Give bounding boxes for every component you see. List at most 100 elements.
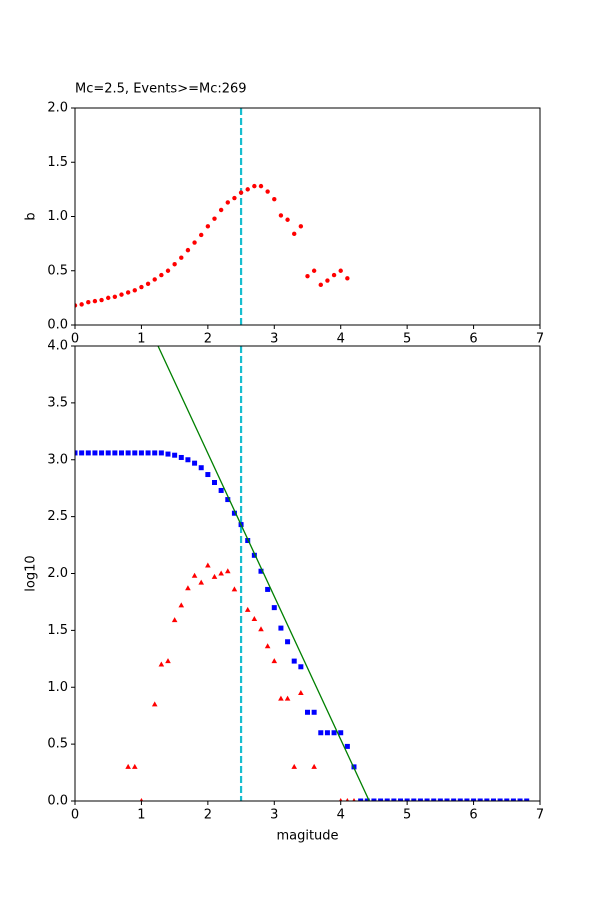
point <box>105 450 111 456</box>
x-tick-label: 2 <box>204 808 212 823</box>
point <box>345 798 350 801</box>
point <box>172 452 178 458</box>
x-tick-label: 1 <box>137 808 145 823</box>
point <box>338 268 343 273</box>
point <box>199 232 204 238</box>
y-tick-label: 4.0 <box>47 339 68 354</box>
point <box>125 290 131 295</box>
x-tick-label: 3 <box>270 808 278 823</box>
point <box>224 568 231 574</box>
x-tick-label: 0 <box>71 808 79 823</box>
point <box>311 268 317 273</box>
point <box>198 465 204 471</box>
point <box>131 763 138 769</box>
point <box>205 472 211 478</box>
plot-area <box>75 108 540 325</box>
point <box>404 798 410 801</box>
point <box>258 568 264 574</box>
x-axis-label: magitude <box>276 829 338 844</box>
point <box>244 606 251 612</box>
point <box>378 798 384 801</box>
point <box>331 272 337 278</box>
point <box>431 798 437 801</box>
y-tick-label: 0.0 <box>47 318 68 333</box>
point <box>264 643 271 649</box>
x-tick-label: 6 <box>469 332 477 347</box>
point <box>311 763 317 769</box>
point <box>245 187 250 192</box>
point <box>471 798 477 801</box>
point <box>284 695 291 701</box>
point <box>205 224 211 229</box>
point <box>85 450 91 456</box>
point <box>285 639 291 645</box>
y-axis-label: b <box>24 212 39 220</box>
point <box>278 695 284 701</box>
point <box>139 798 144 801</box>
point <box>391 798 397 801</box>
point <box>178 602 185 608</box>
point <box>272 196 277 202</box>
point <box>298 224 304 229</box>
point <box>212 480 217 485</box>
point <box>424 798 430 801</box>
point <box>305 709 310 715</box>
point <box>179 255 184 260</box>
point <box>344 743 350 749</box>
point <box>305 273 310 279</box>
point <box>265 586 271 592</box>
point <box>99 297 104 303</box>
point <box>185 247 191 253</box>
point <box>311 709 317 715</box>
point <box>417 798 423 801</box>
point <box>464 798 470 801</box>
plot <box>75 346 530 801</box>
fit-line <box>157 346 370 801</box>
point <box>338 730 344 736</box>
point <box>318 282 323 288</box>
point <box>457 798 463 801</box>
axes-frame <box>74 345 541 802</box>
x-tick-label: 0 <box>71 332 79 347</box>
x-tick-label: 5 <box>403 808 411 823</box>
y-tick-label: 2.5 <box>47 509 68 524</box>
point <box>504 798 510 801</box>
plot-area <box>75 346 540 801</box>
point <box>477 798 483 801</box>
point <box>271 605 277 611</box>
point <box>205 562 211 568</box>
x-tick-label: 7 <box>536 332 544 347</box>
point <box>119 292 124 297</box>
point <box>132 450 138 456</box>
point <box>278 625 284 631</box>
point <box>151 701 158 707</box>
point <box>165 268 171 273</box>
point <box>152 277 157 282</box>
point <box>271 658 278 664</box>
point <box>165 451 171 457</box>
point <box>364 798 370 801</box>
y-tick-label: 2.0 <box>47 101 68 116</box>
point <box>79 302 84 307</box>
x-tick-label: 2 <box>204 332 212 347</box>
point <box>119 450 124 456</box>
y-tick-label: 1.5 <box>47 155 68 170</box>
chart-title: Mc=2.5, Events>=Mc:269 <box>75 82 247 97</box>
point <box>232 195 237 201</box>
point <box>325 278 330 283</box>
point <box>79 450 85 456</box>
point <box>251 552 257 558</box>
point <box>358 798 364 801</box>
x-tick-label: 1 <box>137 332 145 347</box>
point <box>138 450 144 456</box>
point <box>125 763 131 769</box>
point <box>99 450 105 456</box>
point <box>510 798 516 801</box>
point <box>285 217 290 222</box>
point <box>158 450 164 456</box>
point <box>339 798 343 801</box>
axes-frame <box>74 107 541 326</box>
x-tick-label: 4 <box>337 332 345 347</box>
point <box>75 303 78 308</box>
point <box>298 664 304 670</box>
